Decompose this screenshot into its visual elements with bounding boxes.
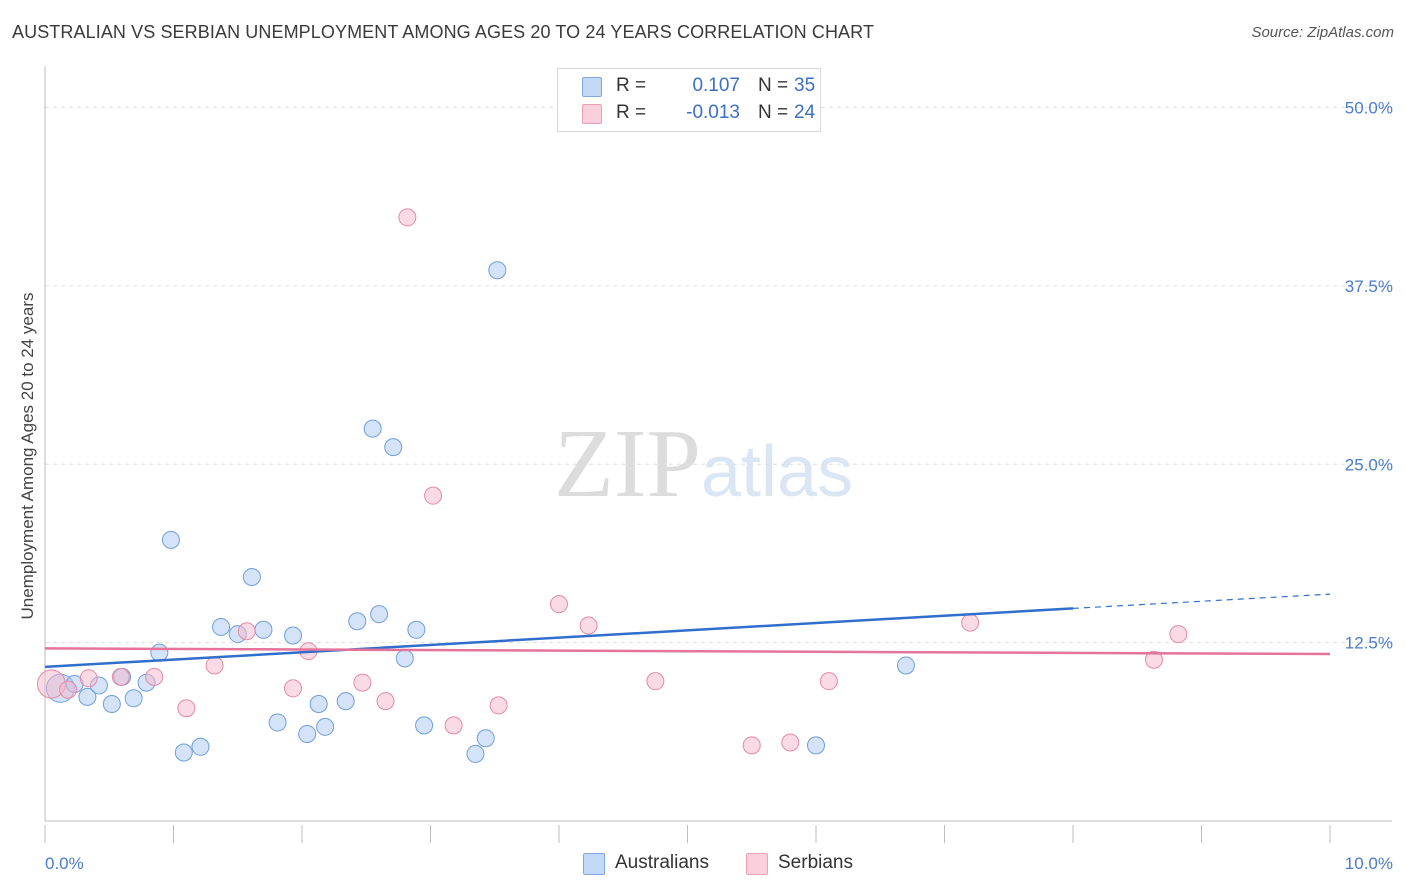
point-serbians <box>111 667 130 686</box>
point-serbians <box>424 486 443 505</box>
legend-n-value: 24 <box>794 102 816 123</box>
legend-swatch-australians <box>582 77 602 97</box>
point-australians <box>896 656 915 675</box>
point-serbians <box>1169 625 1188 644</box>
legend-r-label: R = <box>616 75 647 96</box>
point-australians <box>384 438 403 457</box>
legend-r-value: 0.107 <box>692 75 740 96</box>
point-australians <box>78 687 97 706</box>
point-australians <box>212 617 231 636</box>
point-australians <box>488 261 507 280</box>
trendline-australians <box>44 607 1074 669</box>
point-serbians <box>177 699 196 718</box>
point-australians <box>102 694 121 713</box>
point-serbians <box>284 679 303 698</box>
bottom-legend-label-serbians: Serbians <box>778 852 853 873</box>
point-australians <box>124 689 143 708</box>
point-australians <box>298 724 317 743</box>
point-australians <box>415 716 434 735</box>
point-serbians <box>819 672 838 691</box>
watermark-atlas: atlas <box>701 432 854 512</box>
point-australians <box>242 567 261 586</box>
point-australians <box>316 717 335 736</box>
bottom-legend-swatch-serbians <box>746 853 768 875</box>
point-australians <box>466 744 485 763</box>
point-australians <box>174 743 193 762</box>
source-label: Source: ZipAtlas.com <box>1251 24 1394 41</box>
correlation-legend: R = 0.107 N = 35 R = -0.013 N = 24 <box>557 68 821 132</box>
x-tick-label: 0.0% <box>45 854 84 873</box>
trendline-serbians <box>44 647 1331 656</box>
legend-n-label: N = <box>758 75 789 96</box>
point-australians <box>191 737 210 756</box>
point-australians <box>395 649 414 668</box>
point-serbians <box>237 622 256 641</box>
point-australians <box>150 643 169 662</box>
trendline-extension-australians <box>1072 593 1331 609</box>
watermark: ZIPatlas <box>554 408 853 520</box>
point-australians <box>370 605 389 624</box>
point-serbians <box>781 733 800 752</box>
point-australians <box>336 692 355 711</box>
y-tick-label: 37.5% <box>1345 277 1393 296</box>
point-serbians <box>444 716 463 735</box>
point-australians <box>807 736 825 755</box>
x-tick-label: 10.0% <box>1345 854 1393 873</box>
y-tick-label: 25.0% <box>1345 455 1393 474</box>
legend-n-value: 35 <box>794 75 816 96</box>
point-serbians <box>742 736 761 755</box>
legend-r-label: R = <box>616 102 647 123</box>
point-serbians <box>961 613 980 632</box>
point-serbians <box>489 696 508 715</box>
point-serbians <box>79 669 98 688</box>
y-tick-label: 12.5% <box>1345 634 1393 653</box>
point-australians <box>407 620 426 639</box>
point-australians <box>348 612 367 631</box>
chart-title: AUSTRALIAN VS SERBIAN UNEMPLOYMENT AMONG… <box>12 22 875 42</box>
point-australians <box>268 713 287 732</box>
point-australians <box>309 694 328 713</box>
y-tick-label: 50.0% <box>1345 99 1393 118</box>
point-serbians <box>376 692 395 711</box>
point-serbians <box>353 673 372 692</box>
point-serbians <box>550 595 568 614</box>
point-australians <box>161 530 180 549</box>
point-serbians <box>145 667 164 686</box>
point-australians <box>476 729 495 748</box>
point-serbians <box>205 656 224 675</box>
point-serbians <box>646 672 665 691</box>
point-serbians <box>579 616 598 635</box>
point-australians <box>363 419 382 438</box>
legend-n-label: N = <box>758 102 789 123</box>
legend-r-value: -0.013 <box>686 102 740 123</box>
bottom-legend-swatch-australians <box>583 853 605 875</box>
point-australians <box>284 626 303 645</box>
point-serbians <box>1144 650 1163 669</box>
legend-swatch-serbians <box>582 104 602 124</box>
point-serbians <box>398 208 417 227</box>
watermark-zip: ZIP <box>554 410 701 518</box>
point-serbians <box>59 680 78 699</box>
point-australians <box>254 620 273 639</box>
bottom-legend-label-australians: Australians <box>615 852 709 873</box>
